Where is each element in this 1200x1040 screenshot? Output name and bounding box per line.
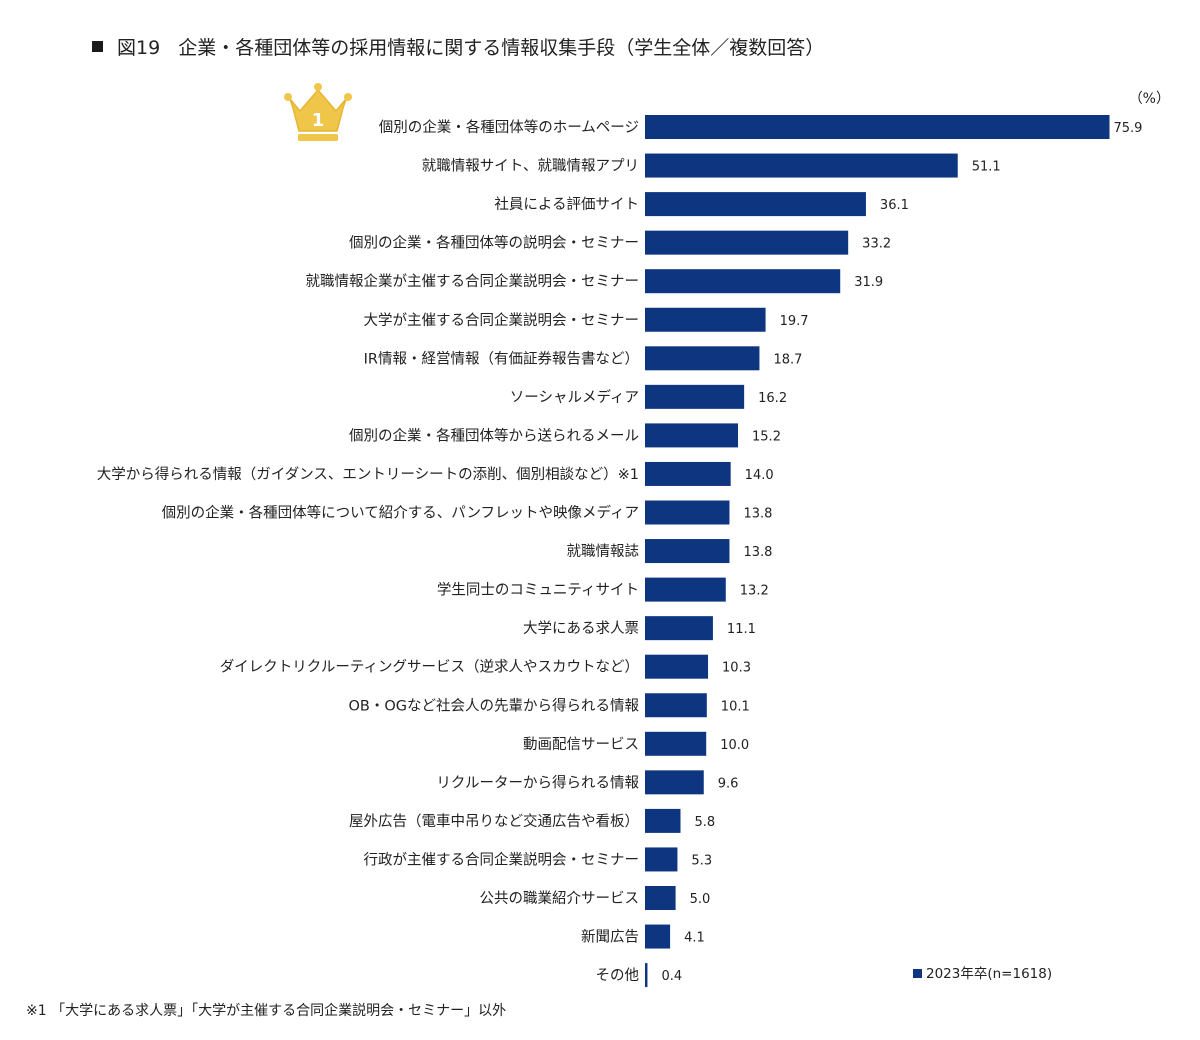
bar <box>645 693 707 718</box>
category-label: 大学にある求人票 <box>523 620 639 637</box>
unit-label: （%） <box>1129 91 1170 107</box>
category-label: 個別の企業・各種団体等の説明会・セミナー <box>349 234 639 252</box>
value-label: 5.8 <box>694 815 715 830</box>
bar <box>645 115 1110 139</box>
bar <box>645 847 678 872</box>
value-label: 0.4 <box>661 969 682 984</box>
category-label: 公共の職業紹介サービス <box>480 890 640 907</box>
category-label: 学生同士のコミュニティサイト <box>437 582 639 599</box>
value-label: 5.3 <box>691 853 712 868</box>
legend-swatch <box>913 969 922 978</box>
bar <box>645 307 766 332</box>
category-label: リクルーターから得られる情報 <box>436 774 639 791</box>
bar <box>645 539 730 564</box>
value-label: 10.3 <box>722 661 751 676</box>
bar <box>645 153 958 178</box>
value-label: 31.9 <box>854 275 883 290</box>
bar <box>645 731 707 756</box>
value-label: 13.8 <box>743 545 772 560</box>
value-label: 14.0 <box>745 468 774 483</box>
value-label: 13.2 <box>740 584 769 599</box>
category-label: 社員による評価サイト <box>494 196 639 213</box>
category-label: 個別の企業・各種団体等について紹介する、パンフレットや映像メディア <box>162 504 639 522</box>
bar <box>645 886 676 910</box>
category-label: IR情報・経営情報（有価証券報告書など） <box>364 350 639 367</box>
value-label: 10.1 <box>721 699 750 714</box>
category-label: 動画配信サービス <box>523 736 639 753</box>
value-label: 33.2 <box>862 237 891 252</box>
value-label: 10.0 <box>720 738 749 753</box>
value-label: 9.6 <box>718 776 739 791</box>
bars-group: 個別の企業・各種団体等のホームページ 75.9 就職情報サイト、就職情報アプリ 51.… <box>97 115 1143 988</box>
chart-title-row: 図19 企業・各種団体等の採用情報に関する情報収集手段（学生全体／複数回答） <box>92 30 824 62</box>
category-label: 新聞広告 <box>581 929 639 946</box>
bar <box>645 577 726 602</box>
bar <box>645 500 730 525</box>
bar <box>645 924 671 949</box>
category-label: 就職情報サイト、就職情報アプリ <box>422 158 639 175</box>
crown-icon: 1 <box>284 83 352 141</box>
rank-number: 1 <box>312 110 325 131</box>
value-label: 51.1 <box>972 160 1001 175</box>
category-label: 就職情報誌 <box>567 543 640 560</box>
chart-title: 企業・各種団体等の採用情報に関する情報収集手段（学生全体／複数回答） <box>178 36 825 59</box>
bar <box>645 384 745 409</box>
bar <box>645 423 739 448</box>
bar <box>645 808 681 833</box>
bar <box>645 346 760 371</box>
legend-label: 2023年卒(n=1618) <box>926 966 1052 982</box>
value-label: 36.1 <box>880 198 909 213</box>
bar <box>645 654 709 679</box>
value-label: 75.9 <box>1114 121 1143 136</box>
category-label: ソーシャルメディア <box>510 388 639 406</box>
category-label: OB・OGなど社会人の先輩から得られる情報 <box>348 697 639 714</box>
bar <box>645 461 731 486</box>
value-label: 19.7 <box>780 314 809 329</box>
category-label: 大学が主催する合同企業説明会・セミナー <box>364 311 640 329</box>
bar <box>645 770 704 795</box>
category-label: 大学から得られる情報（ガイダンス、エントリーシートの添削、個別相談など）※1 <box>97 466 639 483</box>
value-label: 4.1 <box>684 931 705 946</box>
category-label: 屋外広告（電車中吊りなど交通広告や看板） <box>349 812 639 830</box>
bar <box>645 192 866 217</box>
figure-label: 図19 <box>117 36 161 59</box>
category-label: 就職情報企業が主催する合同企業説明会・セミナー <box>306 272 640 290</box>
value-label: 18.7 <box>773 352 802 367</box>
bar <box>645 269 841 294</box>
category-label: その他 <box>596 967 640 984</box>
category-label: ダイレクトリクルーティングサービス（逆求人やスカウトなど） <box>220 659 639 676</box>
value-label: 11.1 <box>727 622 756 637</box>
category-label: 行政が主催する合同企業説明会・セミナー <box>364 850 640 868</box>
footnote: ※1 「大学にある求人票」「大学が主催する合同企業説明会・セミナー」以外 <box>26 1003 507 1019</box>
value-label: 13.8 <box>743 507 772 522</box>
bar <box>645 230 849 255</box>
value-label: 15.2 <box>752 429 781 444</box>
legend: 2023年卒(n=1618) <box>913 966 1052 982</box>
value-label: 16.2 <box>758 391 787 406</box>
bar <box>645 963 648 988</box>
value-label: 5.0 <box>690 892 711 907</box>
category-label: 個別の企業・各種団体等のホームページ <box>379 118 639 136</box>
title-marker-icon <box>92 40 103 52</box>
bar <box>645 616 713 641</box>
category-label: 個別の企業・各種団体等から送られるメール <box>349 426 639 444</box>
